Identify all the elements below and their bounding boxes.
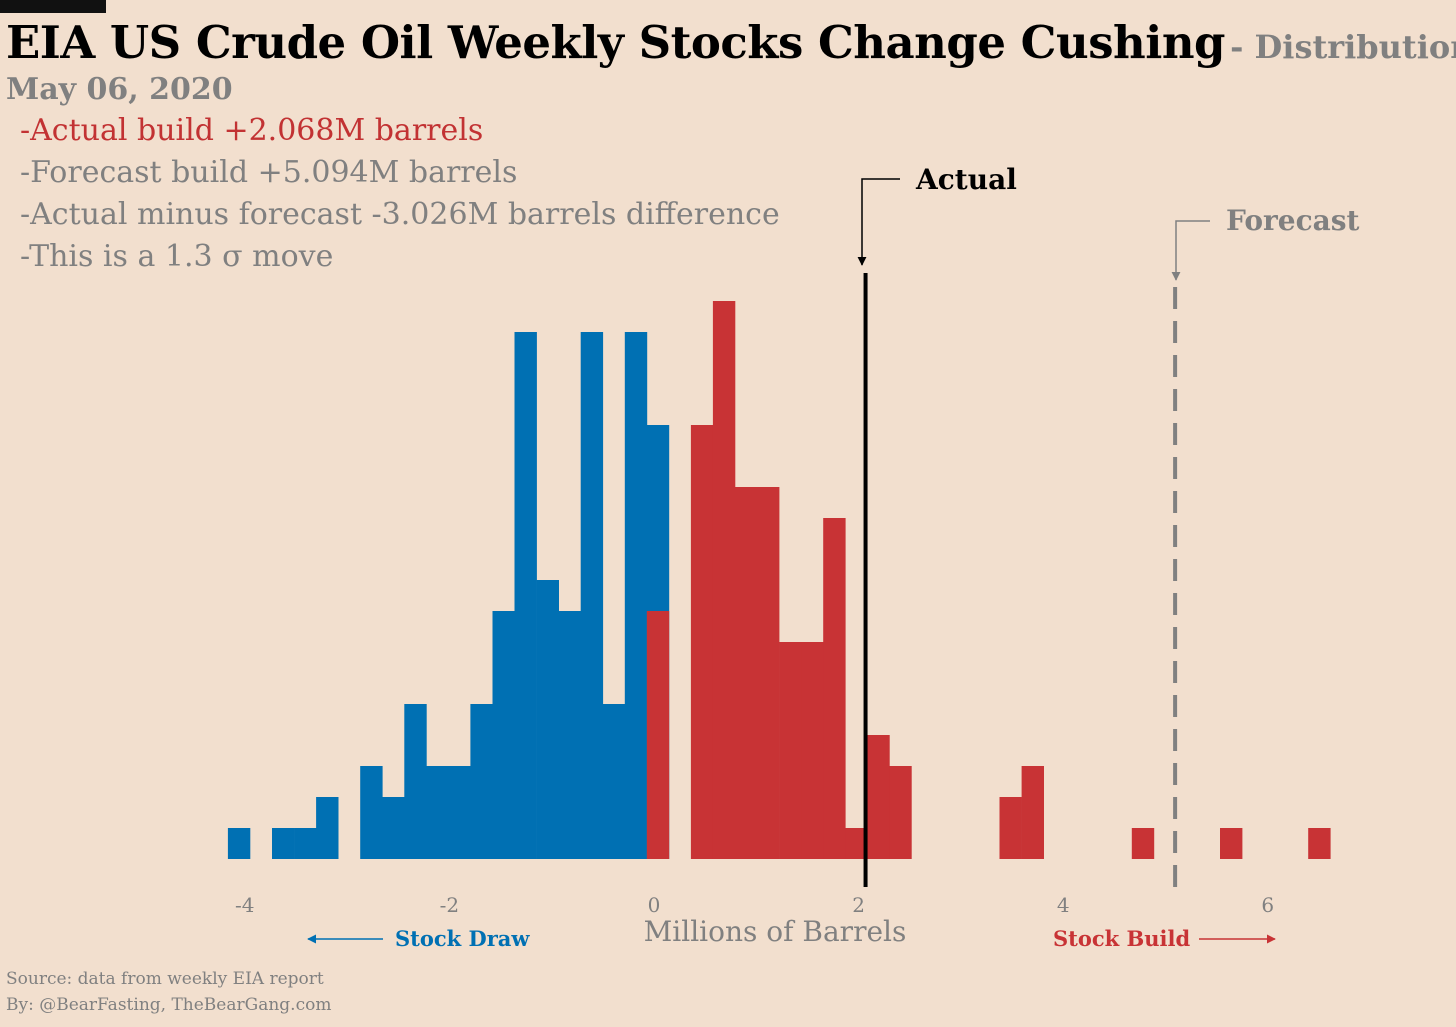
histogram-bar [404,704,427,859]
annotations-group: Actual Forecast Stock Draw Stock Build [307,163,1360,951]
forecast-label: Forecast [1226,204,1360,237]
histogram-bar [536,580,559,859]
title-line: EIA US Crude Oil Weekly Stocks Change Cu… [6,16,1456,69]
corner-tab [0,0,106,13]
bars-group [227,301,1331,859]
histogram-bar [823,518,846,859]
x-tick-label: -2 [440,893,459,917]
histogram-bar [448,766,471,859]
histogram-bar [845,828,868,859]
histogram-bar [1220,828,1243,859]
report-date: May 06, 2020 [6,72,233,107]
stat-difference: -Actual minus forecast -3.026M barrels d… [20,197,780,232]
histogram-bar [757,487,780,859]
stat-forecast: -Forecast build +5.094M barrels [20,155,518,190]
x-tick-label: 4 [1057,893,1070,917]
histogram-bar [426,766,449,859]
stat-sigma: -This is a 1.3 σ move [20,239,334,274]
histogram-bar [272,828,295,859]
histogram-bar [889,766,912,859]
histogram-bar [227,828,251,859]
histogram-bar [514,332,537,859]
x-ticks-group: -4 -2 0 2 4 6 Millions of Barrels [235,893,1274,948]
histogram-bar [382,797,405,859]
histogram-bar [1308,828,1331,859]
histogram-bar [580,332,604,859]
x-tick-label: 0 [648,893,661,917]
chart-title: EIA US Crude Oil Weekly Stocks Change Cu… [6,16,1226,69]
stock-build-label: Stock Build [1053,926,1190,951]
histogram-bar [712,301,736,859]
histogram-bar [492,611,515,859]
source-note: Source: data from weekly EIA report [6,969,324,989]
x-tick-label: 2 [852,893,865,917]
histogram-bar [690,425,714,859]
histogram-bar [602,704,626,859]
forecast-arrow [1171,220,1210,281]
actual-label: Actual [915,163,1017,196]
histogram-bar [470,704,493,859]
histogram-bar [646,611,670,859]
byline: By: @BearFasting, TheBearGang.com [6,995,332,1015]
histogram-bar [294,828,317,859]
histogram-bar [316,797,339,859]
histogram-bar [867,735,890,859]
histogram-bar [558,611,581,859]
x-tick-label: 6 [1261,893,1274,917]
chart-subtitle: - Distribution [1230,28,1456,66]
histogram-bar [801,642,824,859]
stat-actual: -Actual build +2.068M barrels [20,113,484,148]
histogram-bar [999,797,1022,859]
histogram-bar [779,642,802,859]
histogram-bar [360,766,383,859]
x-axis-label: Millions of Barrels [644,915,907,948]
actual-arrow [857,178,900,266]
histogram-bar [624,332,648,859]
stock-draw-label: Stock Draw [395,926,530,951]
x-tick-label: -4 [235,893,254,917]
histogram-bar [1131,828,1155,859]
histogram-bar [1021,766,1044,859]
histogram-bar [735,487,758,859]
